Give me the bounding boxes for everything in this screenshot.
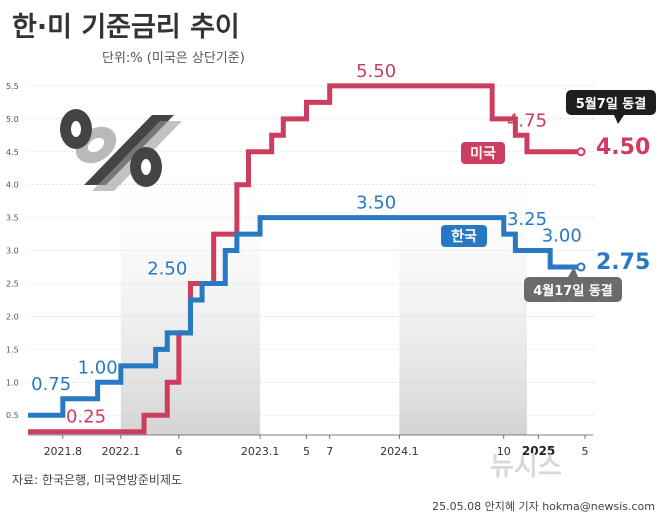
ytick-label: 4.5 [6, 148, 19, 157]
ytick-label: 2.0 [6, 312, 19, 321]
watermark: 뉴시스 [490, 452, 562, 482]
x-axis: 2021.8 2022.1 6 2023.1 5 7 2024.1 10 2025 5 [28, 434, 593, 458]
xtick-label: 2022.1 [102, 445, 141, 458]
us-end-value: 4.50 [596, 135, 650, 160]
value-label-kr-100: 1.00 [78, 357, 118, 378]
xtick-label: 7 [326, 445, 333, 458]
ytick-label: 2.5 [6, 279, 19, 288]
series-line-us [28, 83, 585, 435]
ytick-label: 5.5 [6, 82, 19, 91]
series-end-dot-us [576, 147, 586, 157]
korea-tag-box [441, 225, 487, 247]
us-tag-box [461, 142, 505, 164]
korea-tag: 한국 [451, 229, 477, 245]
credit-line: 25.05.08 안지혜 기자 hokma@newsis.com [432, 500, 655, 513]
xtick-label: 6 [175, 445, 182, 458]
korea-callout: 4월17일 동결 [524, 267, 622, 302]
ytick-label: 4.0 [6, 181, 19, 190]
percent-icon [60, 109, 182, 191]
us-callout-text: 5월7일 동결 [576, 96, 646, 112]
xtick-label: 10 [497, 445, 511, 458]
ytick-label: 3.5 [6, 214, 19, 223]
ytick-label: 5.0 [6, 115, 19, 124]
chart-title: 한·미 기준금리 추이 [12, 12, 240, 43]
value-label-kr-350: 3.50 [356, 193, 396, 214]
xtick-label: 2025 [522, 444, 555, 458]
unit-note: 단위:% (미국은 상단기준) [102, 51, 245, 66]
korea-end-value: 2.75 [596, 250, 650, 275]
source-note: 자료: 한국은행, 미국연방준비제도 [12, 472, 182, 487]
ytick-label: 3.0 [6, 247, 19, 256]
value-label-kr-075: 0.75 [31, 374, 71, 395]
ytick-label: 1.5 [6, 345, 19, 354]
xtick-label: 2021.8 [44, 445, 83, 458]
xtick-label: 2024.1 [380, 445, 419, 458]
shaded-periods [120, 146, 527, 435]
series-line-korea [28, 215, 585, 418]
us-callout: 5월7일 동결 [566, 90, 656, 124]
value-label-kr-300: 3.00 [542, 226, 582, 247]
y-axis: 0.5 1.0 1.5 2.0 2.5 3.0 3.5 4.0 4.5 5.0 5.5 [6, 82, 19, 420]
korea-callout-text: 4월17일 동결 [533, 283, 613, 299]
ytick-label: 0.5 [6, 411, 19, 420]
xtick-label: 2023.1 [241, 445, 280, 458]
value-label-us-475: 4.75 [507, 110, 547, 131]
value-label-kr-250: 2.50 [147, 258, 187, 279]
xtick-label: 5 [303, 445, 310, 458]
shaded-period-1 [399, 146, 527, 435]
value-label-kr-325: 3.25 [507, 209, 547, 230]
value-label-us-550: 5.50 [356, 61, 396, 82]
series-end-dot-korea [576, 262, 586, 272]
ytick-label: 1.0 [6, 378, 19, 387]
series-lines [28, 83, 586, 435]
value-label-us-025: 0.25 [66, 407, 106, 428]
value-labels: 0.25 5.50 4.75 0.75 1.00 2.50 3.50 3.253.00 [31, 61, 582, 428]
xtick-label: 5 [582, 445, 589, 458]
us-tag: 미국 [470, 146, 496, 162]
